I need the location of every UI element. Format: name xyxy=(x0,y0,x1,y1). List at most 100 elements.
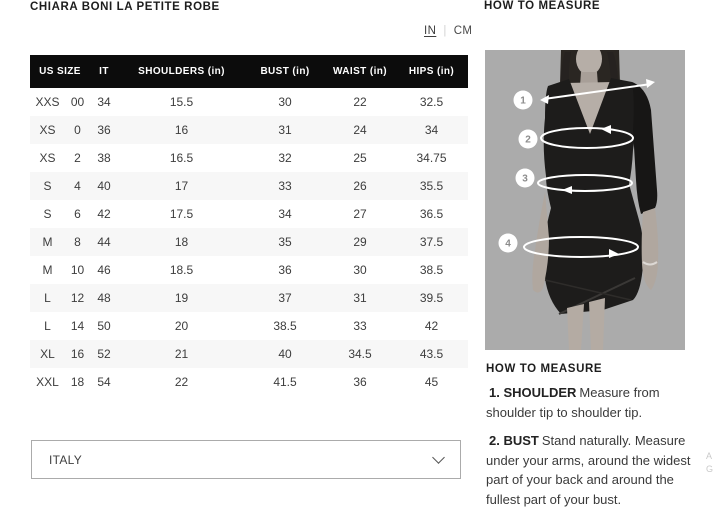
unit-toggle: IN | CM xyxy=(424,25,472,37)
table-header-row: US SIZE IT SHOULDERS (in) BUST (in) WAIS… xyxy=(30,55,469,88)
table-cell: L xyxy=(44,291,51,305)
hips-ellipse xyxy=(523,236,639,258)
table-cell: 16.5 xyxy=(169,151,194,165)
table-cell: S xyxy=(43,207,52,221)
table-cell: 32.5 xyxy=(419,95,444,109)
table-row: S 6 42 17.5 34 27 36.5 xyxy=(30,200,468,228)
table-row: L 12 48 19 37 31 39.5 xyxy=(30,284,469,312)
measure-title-bottom: HOW TO MEASURE xyxy=(486,363,603,375)
unit-in-link[interactable]: IN xyxy=(424,25,437,37)
table-cell: 46 xyxy=(97,263,111,277)
table-cell: XXL xyxy=(36,375,59,389)
table-row: XXL 18 54 22 41.5 36 45 xyxy=(30,368,468,396)
table-row: XS 0 36 16 31 24 34 xyxy=(30,116,469,144)
table-cell: 22 xyxy=(174,375,189,389)
table-cell: 48 xyxy=(97,291,111,305)
measure-figure-image: 1 2 3 4 xyxy=(485,50,685,350)
size-table-body: XXS 00 34 15.5 30 22 32.5 XS 0 36 16 31 24 34 XS 2 38 16.… xyxy=(30,88,469,396)
table-cell: 43.5 xyxy=(419,347,444,361)
table-cell: 36 xyxy=(278,263,292,277)
table-cell: 45 xyxy=(424,375,439,389)
table-cell: 42 xyxy=(97,207,111,221)
table-cell: XS xyxy=(39,123,56,137)
edge-fragment-a: A xyxy=(706,451,713,461)
table-cell: 33 xyxy=(278,179,292,193)
figure-face xyxy=(576,50,602,75)
svg-text:1: 1 xyxy=(520,96,526,107)
table-cell: 35.5 xyxy=(419,179,444,193)
table-cell: 16 xyxy=(70,347,85,361)
table-cell: 34 xyxy=(424,123,439,137)
unit-cm-link[interactable]: CM xyxy=(453,25,473,37)
table-row: M 10 46 18.5 36 30 38.5 xyxy=(30,256,468,284)
table-row: XXS 00 34 15.5 30 22 32.5 xyxy=(30,88,468,116)
table-cell: 35 xyxy=(278,235,292,249)
table-cell: 26 xyxy=(353,179,367,193)
table-row: XS 2 38 16.5 32 25 34.75 xyxy=(30,144,468,172)
header-shoulders: SHOULDERS (in) xyxy=(118,55,246,88)
table-cell: 22 xyxy=(353,95,367,109)
table-cell: 29 xyxy=(353,235,367,249)
size-chart-table: US SIZE IT SHOULDERS (in) BUST (in) WAIS… xyxy=(30,55,469,396)
table-cell: 18.5 xyxy=(169,263,194,277)
marker-2: 2 xyxy=(518,129,538,149)
table-cell: 34 xyxy=(278,207,292,221)
table-cell: 31 xyxy=(353,291,367,305)
svg-text:4: 4 xyxy=(505,239,511,250)
table-row: L 14 50 20 38.5 33 42 xyxy=(30,312,468,340)
table-cell: 18 xyxy=(70,375,85,389)
svg-text:2: 2 xyxy=(525,135,531,146)
unit-separator: | xyxy=(443,25,447,37)
table-cell: 32 xyxy=(278,151,292,165)
table-cell: 6 xyxy=(74,207,81,221)
table-cell: 41.5 xyxy=(273,375,297,389)
table-cell: XL xyxy=(40,347,55,361)
table-cell: 27 xyxy=(353,207,367,221)
country-select[interactable]: ITALY xyxy=(31,440,461,479)
edge-fragment-g: G xyxy=(706,464,714,474)
measure-title-top: HOW TO MEASURE xyxy=(484,0,601,12)
marker-4: 4 xyxy=(498,233,518,253)
table-cell: 16 xyxy=(174,123,189,137)
table-cell: 30 xyxy=(353,263,367,277)
table-row: S 4 40 17 33 26 35.5 xyxy=(30,172,469,200)
table-cell: 19 xyxy=(174,291,189,305)
table-cell: 54 xyxy=(97,375,111,389)
table-cell: 17.5 xyxy=(169,207,194,221)
table-cell: M xyxy=(42,235,53,249)
table-cell: 31 xyxy=(278,123,292,137)
table-row: M 8 44 18 35 29 37.5 xyxy=(30,228,469,256)
table-cell: 37 xyxy=(278,291,292,305)
table-cell: 21 xyxy=(174,347,189,361)
bust-ellipse xyxy=(540,125,634,149)
table-row: XL 16 52 21 40 34.5 43.5 xyxy=(30,340,469,368)
header-it: IT xyxy=(90,55,119,88)
table-cell: 18 xyxy=(174,235,189,249)
table-cell: 15.5 xyxy=(169,95,194,109)
table-cell: XS xyxy=(39,151,56,165)
brand-title: CHIARA BONI LA PETITE ROBE xyxy=(30,1,220,13)
table-cell: 34.5 xyxy=(348,347,372,361)
table-cell: 37.5 xyxy=(419,235,444,249)
waist-ellipse xyxy=(537,174,633,194)
table-cell: 8 xyxy=(74,235,81,249)
table-cell: 52 xyxy=(97,347,111,361)
instruction-shoulder: 1. SHOULDER Measure from shoulder tip to … xyxy=(486,383,700,422)
table-cell: 10 xyxy=(70,263,85,277)
table-cell: 0 xyxy=(74,123,81,137)
table-cell: L xyxy=(44,319,51,333)
measure-instructions: 1. SHOULDER Measure from shoulder tip to … xyxy=(486,383,700,518)
table-cell: 34 xyxy=(97,95,111,109)
table-cell: 34.75 xyxy=(416,151,447,165)
table-cell: 38.5 xyxy=(419,263,444,277)
header-hips: HIPS (in) xyxy=(395,55,469,88)
table-cell: XXS xyxy=(35,95,60,109)
table-cell: 50 xyxy=(97,319,111,333)
marker-1: 1 xyxy=(513,90,533,110)
instruction-shoulder-text: Measure from shoulder tip to shoulder ti… xyxy=(486,385,660,420)
table-cell: 40 xyxy=(278,347,292,361)
table-cell: 33 xyxy=(353,319,367,333)
country-select-value: ITALY xyxy=(49,452,83,467)
header-bust: BUST (in) xyxy=(245,55,326,88)
table-cell: 36.5 xyxy=(419,207,444,221)
